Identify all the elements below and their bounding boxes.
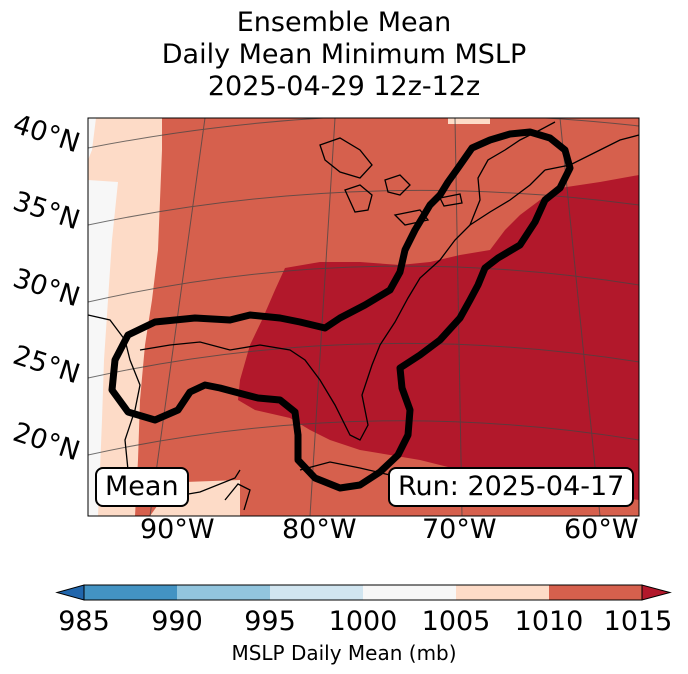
colorbar-segment-1010-1015 [549, 585, 642, 600]
colorbar-segment-1005-1010 [456, 585, 549, 600]
colorbar-tick-995: 995 [244, 606, 296, 637]
colorbar-extend-low [55, 584, 85, 601]
lon-label-60w: 60°W [564, 514, 639, 545]
lake-superior-michigan [319, 137, 373, 179]
map-frame [87, 117, 640, 517]
parallel-25n [88, 342, 639, 379]
colorbar-tick-1005: 1005 [421, 606, 491, 637]
field-1005-1010-south [150, 480, 240, 516]
field-1000-1005 [88, 180, 118, 516]
colorbar [55, 584, 672, 601]
lon-label-80w: 80°W [282, 514, 357, 545]
colorbar-tick-990: 990 [151, 606, 203, 637]
colorbar-tick-1000: 1000 [328, 606, 398, 637]
parallel-35n [88, 189, 639, 226]
lake-ontario [439, 193, 463, 207]
colorbar-tick-1015: 1015 [603, 606, 673, 637]
title-line-2: Daily Mean Minimum MSLP [161, 39, 527, 70]
parallel-40n [88, 118, 639, 149]
colorbar-label: MSLP Daily Mean (mb) [231, 641, 457, 665]
colorbar-segment-1000-1005 [363, 585, 456, 600]
lake-michigan [344, 184, 373, 213]
title-line-3: 2025-04-29 12z-12z [207, 71, 481, 102]
field-1000-1005-top [88, 118, 96, 160]
lake-huron [384, 174, 411, 196]
colorbar-segment-990-995 [177, 585, 270, 600]
colorbar-segment-995-1000 [270, 585, 363, 600]
parallel-20n [88, 420, 639, 456]
meridian-80w [309, 118, 336, 516]
lon-label-90w: 90°W [140, 514, 215, 545]
mean-label-box: Mean [95, 467, 189, 507]
meridian-60w [559, 118, 601, 516]
colorbar-tick-1010: 1010 [514, 606, 584, 637]
field-1005-1010-north [448, 118, 490, 124]
colorbar-tick-985: 985 [58, 606, 110, 637]
coast-yucatan [224, 483, 251, 511]
coast-nova-scotia [544, 134, 639, 171]
graticule [88, 118, 639, 516]
contour-outline [108, 128, 574, 492]
lon-label-70w: 70°W [422, 514, 497, 545]
lake-erie [393, 209, 430, 226]
run-date-box: Run: 2025-04-17 [388, 467, 635, 507]
colorbar-segment-985-990 [84, 585, 177, 600]
colorbar-extend-high [641, 584, 672, 601]
colorbar-frame [83, 584, 643, 601]
title-line-1: Ensemble Mean [236, 7, 452, 38]
parallel-30n [88, 265, 639, 303]
